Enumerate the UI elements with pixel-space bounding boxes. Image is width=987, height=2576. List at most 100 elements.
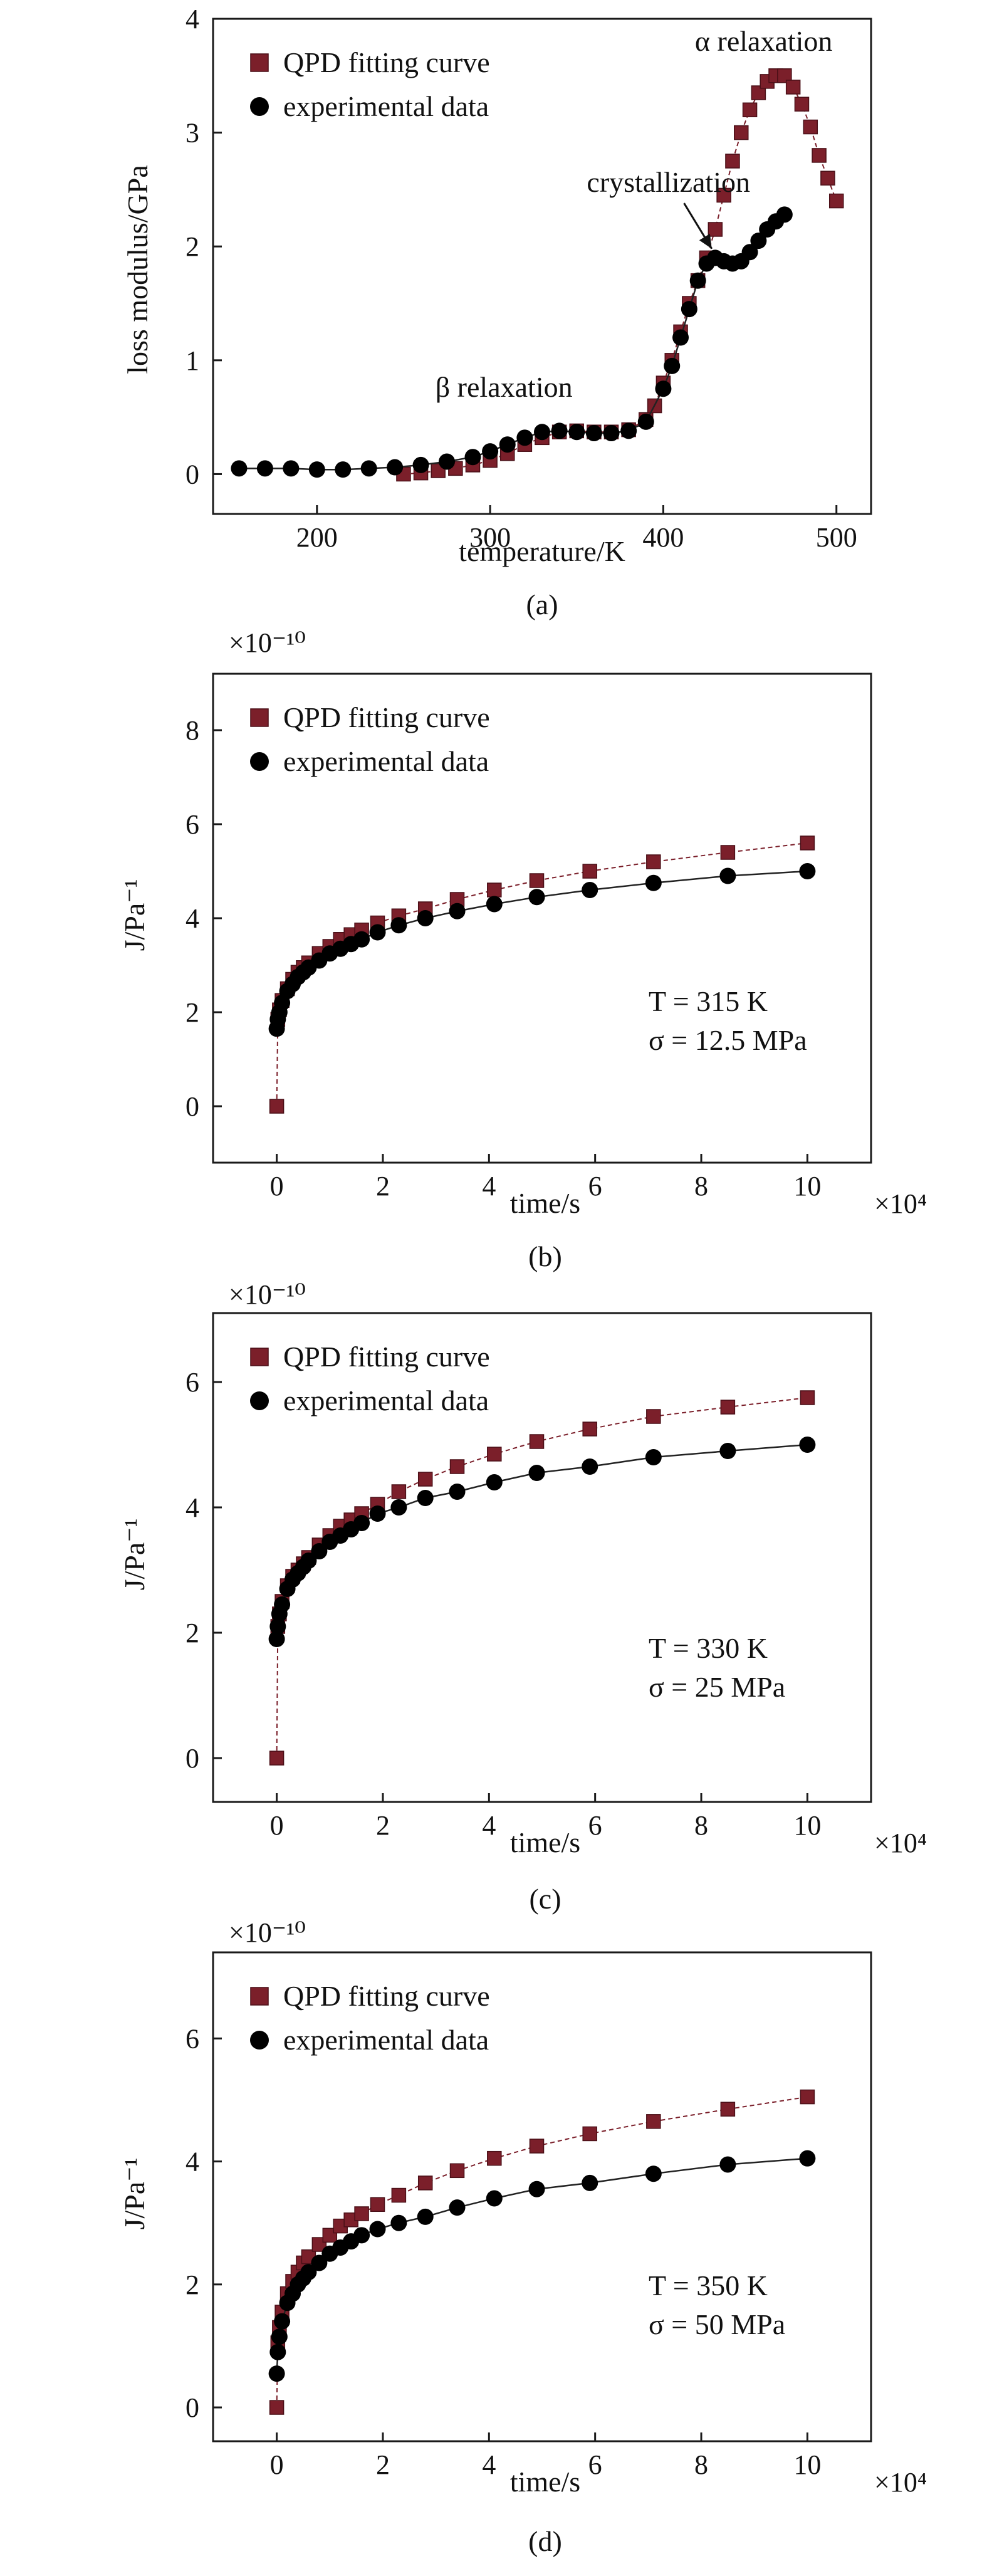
qpd-marker bbox=[417, 1472, 433, 1487]
y-tick-label: 1 bbox=[185, 345, 199, 376]
plot-area-b: 0 2 4 6 8 10 0 2 4 6 8 QPD fitting curve experimenta… bbox=[185, 673, 872, 1202]
experimental-marker bbox=[719, 1443, 736, 1459]
experimental-marker bbox=[681, 301, 697, 318]
qpd-marker bbox=[708, 222, 723, 237]
y-tick-label: 2 bbox=[185, 1618, 199, 1648]
qpd-marker bbox=[812, 148, 827, 163]
condition-stress-c: σ = 25 MPa bbox=[649, 1671, 785, 1703]
legend-square-icon bbox=[250, 708, 269, 727]
y-tick-label: 6 bbox=[185, 1367, 199, 1398]
experimental-marker bbox=[482, 443, 499, 460]
x-tick-label: 2 bbox=[376, 1810, 390, 1841]
qpd-marker bbox=[800, 835, 815, 851]
experimental-marker bbox=[645, 2165, 662, 2182]
panel-c: 0 2 4 6 8 10 0 2 4 6 QPD fitting curve experimental… bbox=[118, 1279, 927, 1915]
qpd-marker bbox=[391, 2187, 407, 2203]
experimental-marker bbox=[719, 867, 736, 884]
experimental-marker bbox=[417, 910, 434, 926]
x-tick-label: 0 bbox=[270, 2449, 284, 2480]
x-tick-label: 10 bbox=[793, 1171, 821, 1202]
x-tick-label: 4 bbox=[482, 1171, 496, 1202]
experimental-marker bbox=[390, 917, 407, 934]
condition-stress-b: σ = 12.5 MPa bbox=[649, 1024, 807, 1056]
experimental-marker bbox=[449, 2199, 466, 2216]
qpd-marker bbox=[742, 102, 758, 118]
experimental-marker bbox=[449, 1484, 466, 1500]
ylabel-c: J/Pa⁻¹ bbox=[118, 1519, 150, 1591]
experimental-marker bbox=[353, 931, 370, 948]
ylabel-d: J/Pa⁻¹ bbox=[118, 2158, 150, 2230]
experimental-marker bbox=[582, 1458, 598, 1475]
experimental-marker bbox=[311, 1543, 328, 1559]
experimental-marker bbox=[551, 422, 568, 439]
qpd-marker bbox=[646, 1409, 661, 1424]
experimental-marker bbox=[799, 863, 816, 879]
experimental-marker bbox=[300, 1552, 317, 1569]
qpd-marker bbox=[646, 854, 661, 869]
experimental-marker bbox=[776, 206, 793, 223]
qpd-marker bbox=[716, 187, 731, 203]
legend-circle-icon bbox=[250, 1391, 269, 1410]
experimental-marker bbox=[486, 1474, 503, 1490]
condition-temperature-b: T = 315 K bbox=[649, 985, 768, 1017]
y-tick-label: 3 bbox=[185, 118, 199, 149]
panel-a: 200 300 400 500 0 1 2 3 4 QPD fitting curve experi… bbox=[122, 4, 872, 620]
experimental-marker bbox=[369, 924, 386, 941]
y-multiplier-b: ×10⁻¹⁰ bbox=[229, 627, 306, 658]
plot-area-d: 0 2 4 6 8 10 0 2 4 6 QPD fitting curve experimental… bbox=[185, 1951, 872, 2480]
y-tick-label: 8 bbox=[185, 715, 199, 746]
experimental-marker bbox=[268, 1631, 285, 1647]
qpd-marker bbox=[720, 1400, 736, 1415]
legend-label: experimental data bbox=[283, 90, 489, 122]
x-tick-label: 6 bbox=[588, 1171, 602, 1202]
qpd-marker bbox=[820, 170, 835, 186]
experimental-marker bbox=[528, 1465, 545, 1481]
experimental-marker bbox=[637, 413, 654, 430]
qpd-marker bbox=[751, 85, 766, 100]
x-multiplier-b: ×10⁴ bbox=[874, 1188, 927, 1219]
qpd-marker bbox=[828, 193, 844, 209]
x-tick-label: 8 bbox=[694, 1810, 708, 1841]
qpd-marker bbox=[417, 2175, 433, 2191]
qpd-marker bbox=[449, 2163, 465, 2179]
experimental-marker bbox=[582, 882, 598, 898]
experimental-marker bbox=[464, 449, 481, 466]
experimental-marker bbox=[750, 233, 767, 249]
legend-label: QPD fitting curve bbox=[283, 701, 490, 733]
y-tick-label: 6 bbox=[185, 2023, 199, 2054]
experimental-marker bbox=[645, 874, 662, 891]
y-tick-label: 0 bbox=[185, 2392, 199, 2423]
experimental-marker bbox=[449, 903, 466, 919]
experimental-marker bbox=[689, 272, 706, 289]
legend-label: QPD fitting curve bbox=[283, 46, 490, 78]
panel-b: 0 2 4 6 8 10 0 2 4 6 8 QPD fitting curve experimenta… bbox=[118, 627, 927, 1272]
experimental-marker bbox=[655, 380, 672, 397]
crystallization-arrow-head bbox=[699, 233, 712, 249]
x-tick-label: 10 bbox=[793, 1810, 821, 1841]
x-tick-label: 200 bbox=[296, 522, 338, 553]
x-multiplier-d: ×10⁴ bbox=[874, 2467, 927, 2498]
experimental-marker bbox=[799, 2150, 816, 2167]
y-tick-label: 2 bbox=[185, 2270, 199, 2300]
qpd-marker bbox=[785, 80, 801, 95]
qpd-marker bbox=[720, 845, 736, 860]
xlabel-a: temperature/K bbox=[459, 535, 625, 567]
qpd-marker bbox=[800, 2089, 815, 2105]
annotation-label: crystallization bbox=[587, 166, 750, 198]
qpd-marker bbox=[794, 97, 810, 112]
x-tick-label: 0 bbox=[270, 1810, 284, 1841]
legend-label: QPD fitting curve bbox=[283, 1341, 490, 1373]
qpd-marker bbox=[370, 2197, 385, 2212]
qpd-marker bbox=[777, 68, 792, 83]
experimental-marker bbox=[486, 2190, 503, 2207]
x-tick-label: 2 bbox=[376, 1171, 390, 1202]
plot-frame bbox=[212, 1951, 872, 2442]
experimental-marker bbox=[308, 461, 325, 478]
experimental-marker bbox=[528, 2181, 545, 2197]
y-tick-label: 4 bbox=[185, 1492, 199, 1523]
qpd-marker bbox=[529, 1434, 545, 1449]
y-tick-label: 2 bbox=[185, 231, 199, 262]
series-line bbox=[276, 2096, 808, 2408]
x-tick-label: 10 bbox=[793, 2449, 821, 2480]
